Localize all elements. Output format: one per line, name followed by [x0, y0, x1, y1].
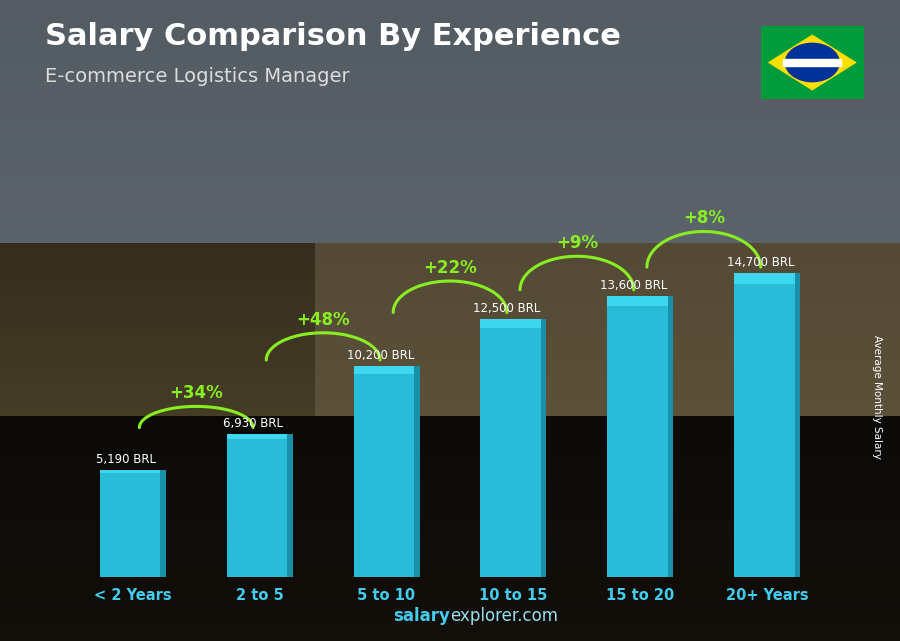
Bar [354, 366, 419, 374]
Bar [227, 434, 292, 439]
Bar [795, 273, 800, 577]
Text: +9%: +9% [556, 234, 598, 252]
Text: E-commerce Logistics Manager: E-commerce Logistics Manager [45, 67, 349, 87]
Circle shape [786, 44, 839, 81]
Text: 14,700 BRL: 14,700 BRL [727, 256, 795, 269]
Bar [160, 470, 166, 577]
Text: explorer.com: explorer.com [450, 607, 558, 625]
Bar [541, 319, 546, 577]
Bar [668, 296, 673, 577]
Bar [608, 296, 673, 306]
Bar [481, 319, 546, 577]
Bar [734, 273, 800, 577]
Text: 5,190 BRL: 5,190 BRL [96, 453, 157, 465]
Bar [100, 470, 166, 577]
Text: +34%: +34% [169, 385, 223, 403]
Text: Average Monthly Salary: Average Monthly Salary [872, 335, 883, 460]
Text: 13,600 BRL: 13,600 BRL [600, 279, 668, 292]
Bar [414, 366, 419, 577]
Text: Salary Comparison By Experience: Salary Comparison By Experience [45, 22, 621, 51]
Bar [783, 59, 842, 66]
Text: 6,930 BRL: 6,930 BRL [223, 417, 284, 429]
Bar [100, 470, 166, 474]
Text: 12,500 BRL: 12,500 BRL [473, 301, 541, 315]
Text: salary: salary [393, 607, 450, 625]
Text: +22%: +22% [423, 259, 477, 277]
Text: 10,200 BRL: 10,200 BRL [346, 349, 414, 362]
Bar [734, 273, 800, 284]
Bar [608, 296, 673, 577]
Bar [354, 366, 419, 577]
Polygon shape [768, 35, 857, 90]
Text: +48%: +48% [296, 311, 350, 329]
Bar [287, 434, 292, 577]
Bar [227, 434, 292, 577]
Text: +8%: +8% [683, 210, 724, 228]
Bar [481, 319, 546, 328]
